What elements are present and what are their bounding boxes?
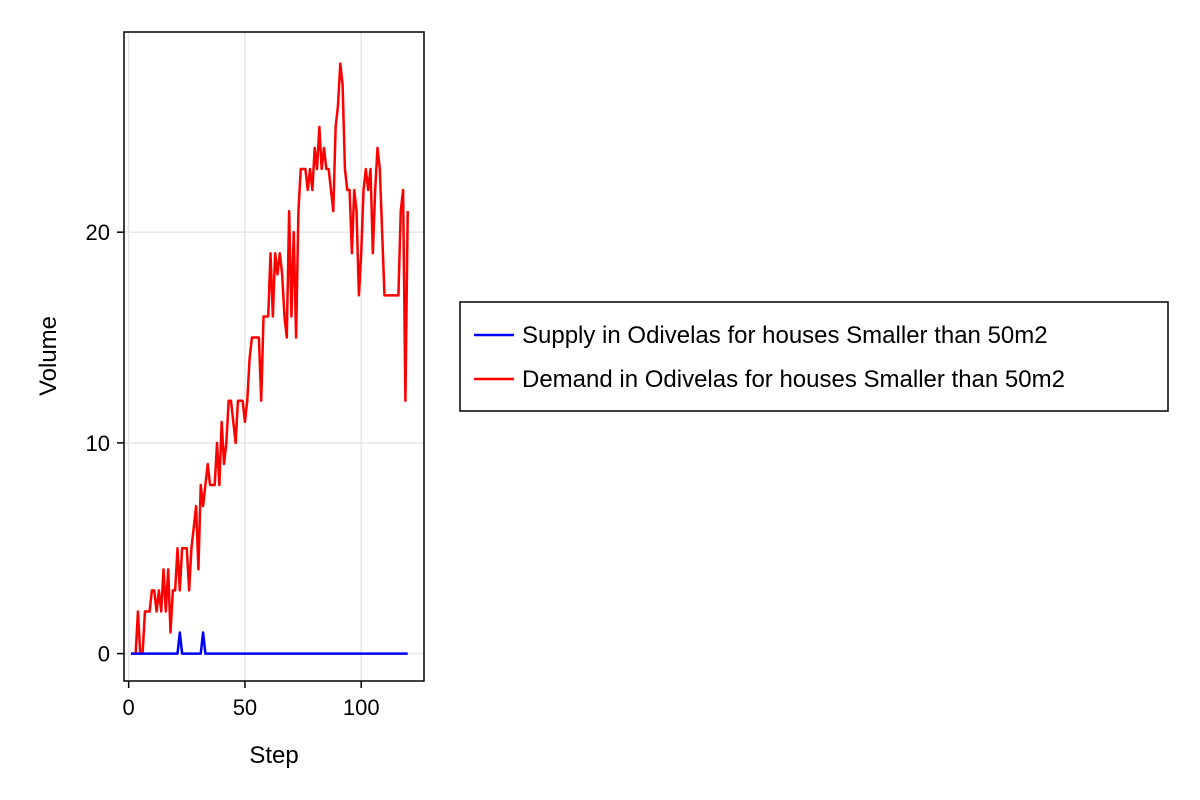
x-tick-label: 50 bbox=[233, 695, 257, 720]
legend: Supply in Odivelas for houses Smaller th… bbox=[459, 301, 1169, 412]
y-tick-label: 0 bbox=[98, 642, 110, 667]
plot-frame bbox=[123, 31, 425, 682]
x-tick-label: 100 bbox=[343, 695, 380, 720]
y-axis-ticks: 0 10 20 bbox=[86, 220, 124, 667]
x-tick-label: 0 bbox=[123, 695, 135, 720]
y-axis-label: Volume bbox=[35, 316, 62, 396]
series-line-demand bbox=[130, 62, 409, 655]
y-tick-label: 10 bbox=[86, 431, 110, 456]
series-lines bbox=[130, 62, 409, 655]
legend-label-supply: Supply in Odivelas for houses Smaller th… bbox=[522, 322, 1048, 349]
x-axis-ticks: 0 50 100 bbox=[123, 681, 380, 720]
legend-label-demand: Demand in Odivelas for houses Smaller th… bbox=[522, 366, 1065, 393]
series-line-supply bbox=[130, 631, 408, 655]
x-axis-label: Step bbox=[249, 742, 298, 769]
legend-box bbox=[459, 301, 1169, 412]
y-tick-label: 20 bbox=[86, 220, 110, 245]
